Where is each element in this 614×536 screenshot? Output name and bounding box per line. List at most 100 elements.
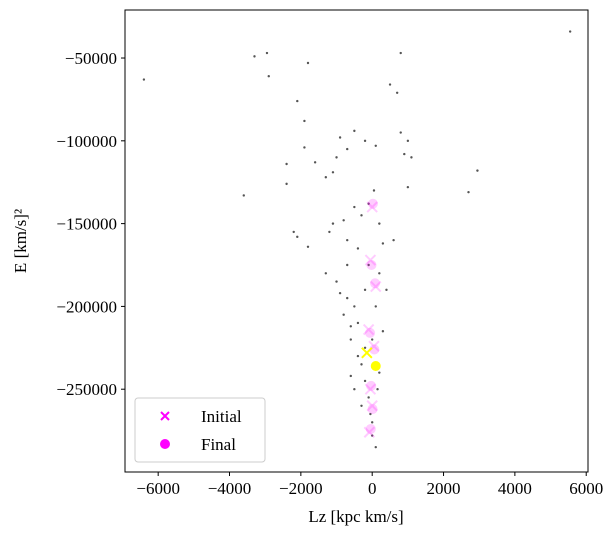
point bbox=[476, 169, 479, 172]
point bbox=[346, 296, 349, 300]
point bbox=[360, 363, 363, 366]
point bbox=[367, 404, 378, 415]
point bbox=[363, 346, 367, 350]
point bbox=[369, 412, 372, 416]
x-tick-label: −6000 bbox=[136, 479, 180, 498]
point bbox=[568, 30, 572, 33]
point bbox=[353, 129, 356, 133]
point bbox=[370, 278, 381, 289]
point bbox=[362, 323, 375, 336]
x-tick-label: 2000 bbox=[427, 479, 461, 498]
point bbox=[367, 198, 378, 209]
point bbox=[392, 238, 395, 242]
point bbox=[324, 272, 328, 275]
y-tick-label: −50000 bbox=[65, 49, 117, 68]
point bbox=[381, 330, 385, 333]
point bbox=[370, 421, 374, 424]
point bbox=[403, 152, 406, 156]
point bbox=[353, 205, 356, 209]
point bbox=[346, 263, 349, 267]
point bbox=[370, 361, 381, 372]
point bbox=[366, 400, 378, 412]
point bbox=[353, 305, 356, 308]
point bbox=[406, 185, 410, 189]
point bbox=[285, 182, 288, 186]
point bbox=[296, 99, 299, 103]
point bbox=[374, 305, 377, 308]
point bbox=[369, 344, 380, 355]
point bbox=[335, 156, 338, 159]
legend-label: Final bbox=[201, 435, 236, 454]
point bbox=[370, 280, 382, 293]
point bbox=[303, 119, 306, 123]
point bbox=[285, 162, 288, 166]
point bbox=[253, 55, 256, 58]
point bbox=[388, 83, 392, 86]
point bbox=[331, 222, 335, 225]
point bbox=[366, 260, 377, 271]
point bbox=[349, 374, 352, 378]
point bbox=[265, 51, 269, 55]
point bbox=[360, 214, 363, 217]
y-tick-label: −200000 bbox=[56, 297, 117, 316]
point bbox=[363, 426, 376, 438]
point bbox=[349, 325, 352, 328]
point bbox=[399, 51, 402, 55]
point bbox=[303, 146, 306, 149]
point bbox=[378, 222, 381, 225]
legend-marker bbox=[160, 439, 170, 449]
y-tick-label: −100000 bbox=[56, 132, 117, 151]
point bbox=[346, 238, 349, 242]
point bbox=[385, 288, 388, 292]
point bbox=[338, 136, 342, 139]
point bbox=[328, 230, 331, 234]
point bbox=[374, 144, 377, 147]
point bbox=[242, 194, 245, 197]
x-tick-label: 0 bbox=[368, 479, 377, 498]
point bbox=[367, 263, 370, 267]
point bbox=[467, 190, 470, 194]
point bbox=[399, 131, 402, 134]
point bbox=[367, 396, 370, 399]
point bbox=[372, 189, 376, 192]
point bbox=[342, 219, 345, 222]
point bbox=[381, 242, 385, 245]
y-axis-label: E [km/s]² bbox=[11, 209, 30, 273]
point bbox=[335, 280, 338, 283]
x-tick-label: −4000 bbox=[208, 479, 252, 498]
legend-marker bbox=[160, 411, 170, 421]
plot-frame bbox=[124, 9, 589, 473]
point bbox=[331, 171, 335, 174]
point bbox=[376, 388, 379, 391]
point bbox=[306, 245, 310, 248]
point bbox=[378, 272, 381, 275]
point bbox=[374, 445, 377, 449]
point bbox=[356, 321, 360, 325]
x-tick-label: −2000 bbox=[279, 479, 323, 498]
point bbox=[364, 254, 377, 266]
point bbox=[366, 380, 377, 391]
point bbox=[292, 230, 295, 234]
point bbox=[338, 291, 342, 295]
point bbox=[324, 176, 328, 179]
y-tick-label: −150000 bbox=[56, 215, 117, 234]
x-axis-label: Lz [kpc km/s] bbox=[308, 507, 403, 526]
point bbox=[306, 61, 310, 65]
point bbox=[370, 338, 374, 341]
x-tick-label: 4000 bbox=[498, 479, 532, 498]
point bbox=[353, 388, 356, 391]
point bbox=[395, 91, 399, 94]
y-tick-label: −250000 bbox=[56, 380, 117, 399]
point bbox=[356, 354, 360, 358]
point bbox=[410, 156, 413, 159]
point bbox=[363, 288, 367, 292]
legend-box bbox=[134, 397, 266, 463]
point bbox=[342, 313, 345, 316]
point bbox=[365, 423, 376, 434]
point bbox=[361, 347, 373, 359]
point bbox=[365, 327, 376, 338]
point bbox=[367, 202, 370, 205]
x-tick-label: 6000 bbox=[569, 479, 603, 498]
point bbox=[142, 78, 146, 81]
